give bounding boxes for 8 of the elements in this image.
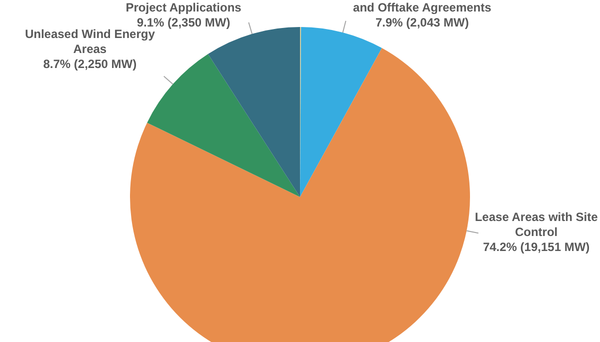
slice-label: Project Applications	[126, 0, 242, 14]
slice-label: Unleased Wind Energy Areas	[24, 26, 156, 56]
data-label: 9.1% (2,350 MW)	[136, 15, 230, 30]
slice-label: Lease Areas with Site Control	[474, 210, 598, 239]
data-label: 74.2% (19,151 MW)	[482, 240, 590, 254]
slice-label: and Offtake Agreements	[353, 0, 492, 14]
data-label: 7.9% (2,043 MW)	[375, 15, 469, 30]
data-label: 8.7% (2,250 MW)	[43, 56, 137, 71]
